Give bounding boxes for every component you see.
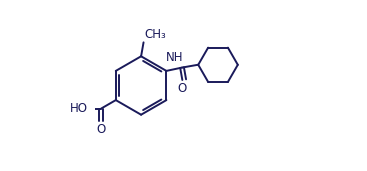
- Text: HO: HO: [70, 102, 88, 115]
- Text: O: O: [97, 123, 106, 136]
- Text: NH: NH: [166, 51, 184, 64]
- Text: CH₃: CH₃: [144, 28, 166, 41]
- Text: O: O: [177, 82, 186, 95]
